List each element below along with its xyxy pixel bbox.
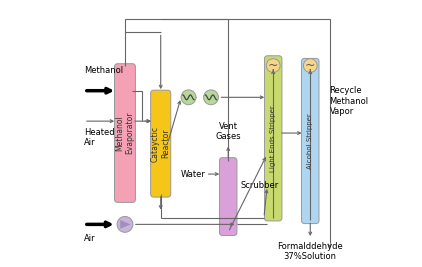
Text: Air: Air xyxy=(84,234,95,243)
Circle shape xyxy=(203,90,219,105)
Text: Water: Water xyxy=(180,170,205,179)
Text: ~: ~ xyxy=(268,59,279,72)
Text: Light Ends Stripper: Light Ends Stripper xyxy=(270,105,276,172)
Text: Scrubber: Scrubber xyxy=(240,182,279,190)
Text: Heated
Air: Heated Air xyxy=(84,128,114,147)
Circle shape xyxy=(181,90,196,105)
Text: Formalddehyde
37%Solution: Formalddehyde 37%Solution xyxy=(277,242,343,261)
Text: Vent
Gases: Vent Gases xyxy=(215,121,241,141)
Text: Methanol: Methanol xyxy=(84,66,123,75)
FancyBboxPatch shape xyxy=(219,158,237,235)
Text: Catayctic
Reactor: Catayctic Reactor xyxy=(151,126,170,162)
Circle shape xyxy=(303,59,317,72)
FancyBboxPatch shape xyxy=(151,90,171,197)
Text: Recycle
Methanol
Vapor: Recycle Methanol Vapor xyxy=(330,87,369,116)
Circle shape xyxy=(117,217,133,232)
FancyBboxPatch shape xyxy=(302,58,319,223)
Text: Methanol
Evaporator: Methanol Evaporator xyxy=(115,112,135,154)
Polygon shape xyxy=(120,220,130,229)
FancyBboxPatch shape xyxy=(114,64,135,202)
Text: Alcohol Stripper: Alcohol Stripper xyxy=(307,113,313,169)
FancyBboxPatch shape xyxy=(265,56,282,221)
Text: ~: ~ xyxy=(305,59,316,72)
Circle shape xyxy=(266,59,280,72)
